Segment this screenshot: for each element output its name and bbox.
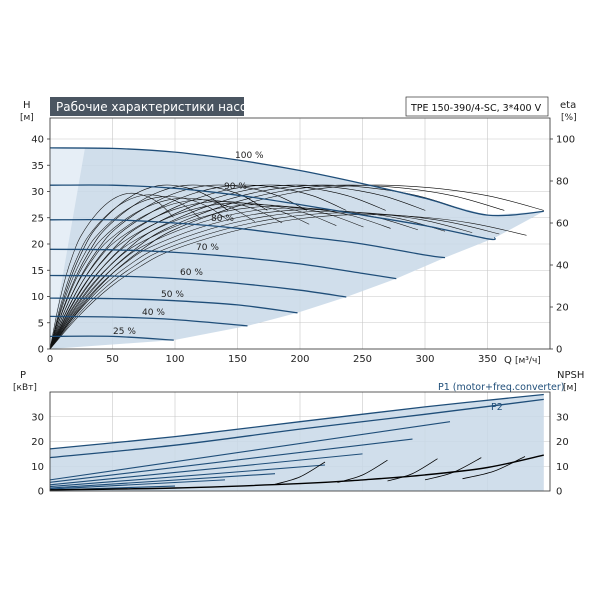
lower-right-tick-1: 10 — [556, 462, 569, 473]
lower-right-tick-2: 20 — [556, 437, 569, 448]
npsh-hook-0 — [274, 461, 326, 485]
efficiency-band-5 — [49, 201, 310, 350]
lower-left-axis-unit: [кВт] — [13, 383, 37, 393]
speed-label-4: 60 % — [180, 268, 203, 278]
speed-label-1: 90 % — [224, 182, 247, 192]
efficiency-curve-4 — [49, 184, 386, 350]
speed-label-3: 70 % — [196, 243, 219, 253]
npsh-hook-2 — [387, 458, 438, 482]
x-tick-7: 350 — [478, 354, 497, 365]
efficiency-band-13 — [49, 214, 527, 350]
upper-right-axis-title: eta — [560, 100, 576, 111]
upper-left-axis-title: H — [23, 100, 31, 111]
speed-label-0: 100 % — [235, 151, 264, 161]
title-box — [50, 97, 244, 116]
power-curve-5 — [49, 479, 226, 490]
npsh-hook-4 — [462, 456, 526, 480]
model-box — [405, 96, 549, 117]
speed-curve-50 — [49, 297, 298, 314]
pump-model: TPE 150-390/4-SC, 3*400 V — [410, 103, 542, 114]
upper-left-tick-0: 0 — [38, 345, 44, 356]
series-label-p1: P1 (motor+freq.converter) — [438, 382, 565, 393]
x-tick-3: 150 — [228, 354, 247, 365]
speed-curve-40 — [49, 315, 248, 327]
upper-left-tick-2: 10 — [31, 292, 44, 303]
chart-title: Рабочие характеристики насоса — [56, 100, 261, 114]
upper-left-tick-7: 35 — [31, 161, 44, 172]
upper-right-axis-unit: [%] — [561, 113, 577, 123]
power-curve-1 — [49, 438, 413, 483]
lower-right-axis-unit: [м] — [563, 383, 577, 393]
lower-right-tick-3: 30 — [556, 412, 569, 423]
speed-label-2: 80 % — [211, 214, 234, 224]
lower-left-tick-2: 20 — [31, 437, 44, 448]
x-axis-title: Q — [504, 355, 512, 366]
upper-right-tick-4: 80 — [556, 177, 569, 188]
efficiency-band-0 — [49, 192, 174, 350]
efficiency-band-1 — [49, 194, 201, 350]
series-p2 — [49, 398, 544, 459]
speed-label-7: 25 % — [113, 327, 136, 337]
speed-curve-80 — [49, 218, 446, 259]
speed-curve-100 — [49, 147, 544, 217]
upper-left-tick-1: 5 — [38, 318, 44, 329]
upper-right-tick-0: 0 — [556, 345, 562, 356]
x-tick-0: 0 — [47, 354, 53, 365]
upper-left-tick-8: 40 — [31, 135, 44, 146]
series-p1 — [49, 393, 544, 450]
upper-right-tick-3: 60 — [556, 219, 569, 230]
operating-envelope — [50, 147, 544, 349]
upper-panel: 100 % 90 % 80 % 70 % 60 % 50 % 40 % 25 % 0 5 10 15 2… — [31, 117, 575, 365]
efficiency-curve-0 — [49, 184, 544, 350]
power-curve-2 — [49, 453, 363, 486]
lower-left-tick-0: 0 — [38, 487, 44, 498]
speed-curve-60 — [49, 274, 347, 298]
lower-left-axis-title: P — [20, 370, 26, 381]
power-curve-3 — [49, 464, 326, 488]
upper-right-tick-1: 20 — [556, 303, 569, 314]
upper-frame — [49, 117, 551, 350]
x-tick-2: 100 — [165, 354, 184, 365]
efficiency-band-4 — [49, 199, 283, 350]
lower-right-axis-title: NPSH — [557, 370, 584, 381]
speed-label-6: 40 % — [142, 308, 165, 318]
x-tick-1: 50 — [106, 354, 119, 365]
upper-right-tick-5: 100 — [556, 135, 575, 146]
upper-left-tick-6: 30 — [31, 187, 44, 198]
speed-curve-25 — [49, 335, 174, 341]
x-axis-unit: [м³/ч] — [515, 356, 541, 366]
speed-curve-70 — [49, 248, 397, 280]
npsh-hook-1 — [337, 459, 388, 483]
power-curve-0 — [49, 421, 451, 481]
upper-left-tick-5: 25 — [31, 213, 44, 224]
lower-panel: P1 (motor+freq.converter) P2 0 10 20 30 0 10 20 3… — [31, 382, 568, 498]
efficiency-curve-6 — [49, 184, 307, 350]
x-tick-4: 200 — [290, 354, 309, 365]
x-tick-6: 300 — [415, 354, 434, 365]
series-label-p2: P2 — [491, 402, 503, 413]
speed-curve-90 — [49, 184, 496, 241]
upper-left-axis-unit: [м] — [20, 113, 34, 123]
envelope-left-wedge — [50, 147, 85, 349]
power-envelope — [50, 394, 544, 491]
upper-right-tick-2: 40 — [556, 261, 569, 272]
upper-left-tick-4: 20 — [31, 240, 44, 251]
lower-frame — [49, 391, 551, 492]
power-curve-4 — [49, 473, 276, 489]
lower-right-tick-0: 0 — [556, 487, 562, 498]
efficiency-curve-3 — [49, 184, 426, 350]
npsh-hook-3 — [424, 457, 482, 481]
lower-left-tick-1: 10 — [31, 462, 44, 473]
x-tick-5: 250 — [353, 354, 372, 365]
lower-left-tick-3: 30 — [31, 412, 44, 423]
upper-left-tick-3: 15 — [31, 266, 44, 277]
speed-label-5: 50 % — [161, 290, 184, 300]
